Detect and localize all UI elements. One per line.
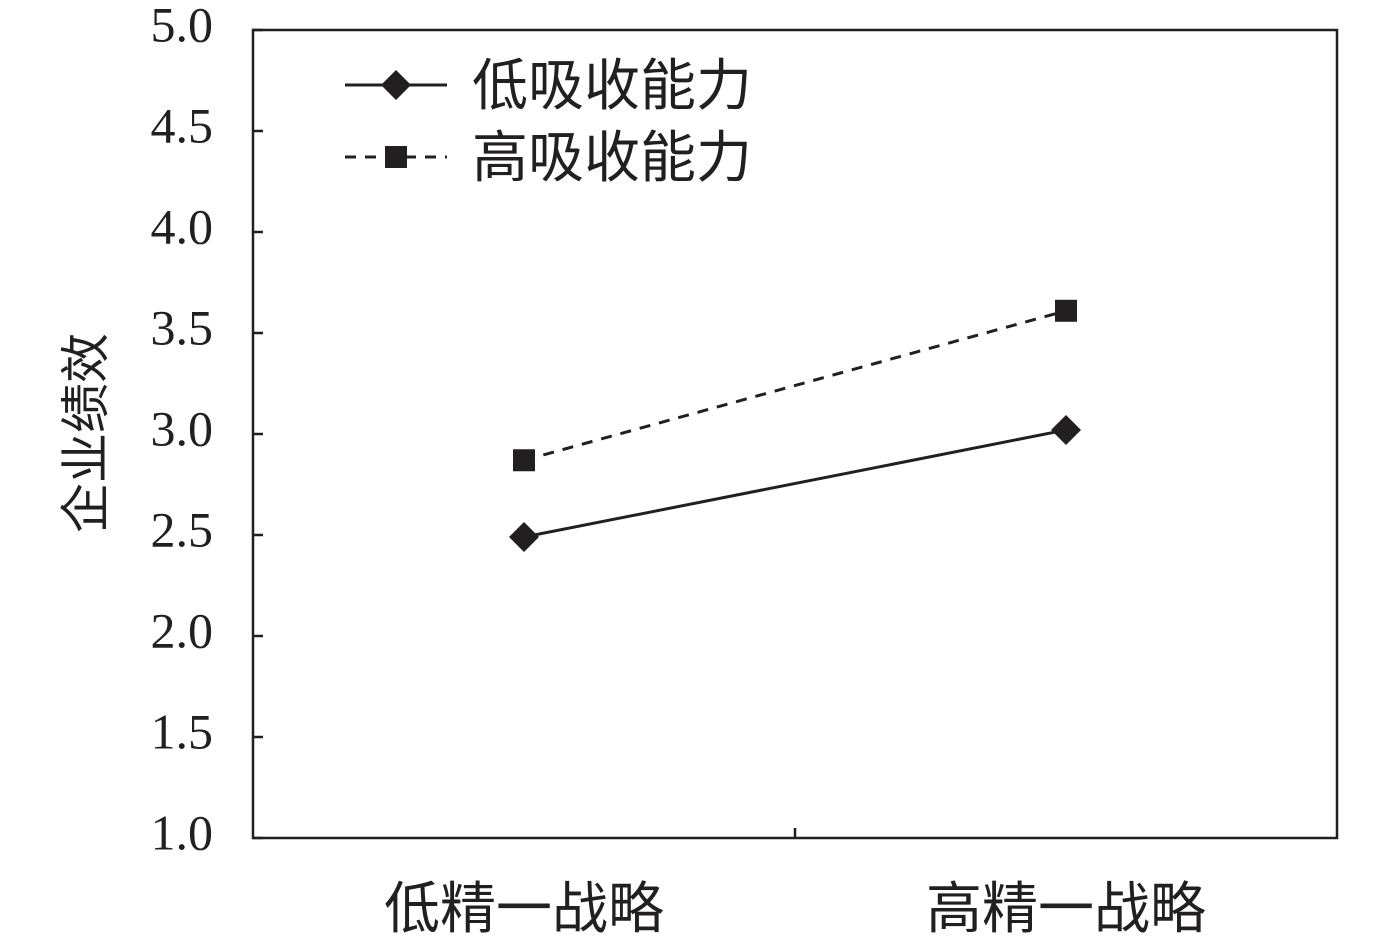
- y-tick-label: 3.0: [151, 400, 214, 456]
- y-tick-label: 4.0: [151, 198, 214, 254]
- y-tick-label: 2.0: [151, 602, 214, 658]
- legend-label: 低吸收能力: [472, 54, 752, 119]
- y-tick-label: 2.5: [151, 501, 214, 557]
- y-tick-label: 1.0: [151, 804, 214, 860]
- series-line: [523, 428, 1067, 539]
- series-2: [513, 299, 1077, 472]
- y-tick-label: 1.5: [151, 703, 214, 759]
- legend-item: 低吸收能力: [345, 54, 752, 119]
- y-axis-label: 企业绩效: [57, 333, 115, 533]
- legend-marker: [381, 70, 411, 100]
- data-point: [509, 522, 539, 553]
- x-axis-ticks: 低精一战略 高精一战略: [384, 828, 1206, 938]
- data-point: [513, 449, 535, 472]
- series-group: [509, 299, 1081, 553]
- y-tick-label: 4.5: [151, 97, 214, 153]
- x-category-label: 低精一战略: [384, 877, 664, 938]
- y-tick-label: 5.0: [151, 0, 214, 52]
- data-point: [1055, 299, 1077, 322]
- x-category-label: 高精一战略: [926, 877, 1206, 938]
- axes: [251, 28, 1339, 840]
- y-tick-label: 3.5: [151, 299, 214, 355]
- plot-frame: [251, 28, 1339, 840]
- legend-marker: [385, 146, 407, 168]
- series-line: [523, 309, 1067, 462]
- y-axis-ticks: 1.0 1.5 2.0 2.5 3.0 3.5 4.0 4.5 5.0: [151, 0, 263, 860]
- legend-label: 高吸收能力: [472, 126, 752, 191]
- legend-item: 高吸收能力: [345, 126, 752, 191]
- data-point: [1051, 414, 1081, 445]
- series-1: [509, 414, 1081, 553]
